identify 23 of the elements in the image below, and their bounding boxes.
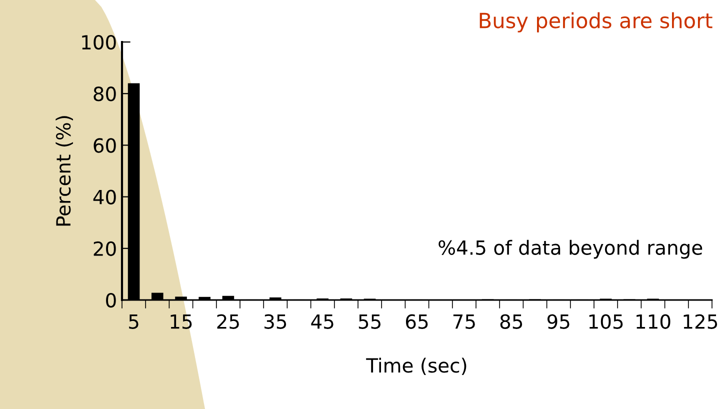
x-tick-label: 105 [589,314,623,329]
x-tick-label: 35 [264,314,286,329]
y-tick-label: 0 [106,292,116,308]
x-axis-title: Time (sec) [366,358,466,376]
x-tick-label: 125 [684,314,718,329]
y-tick-label: 40 [93,190,116,204]
x-tick-label: 95 [547,314,570,329]
x-tick-label: 85 [500,314,522,329]
x-tick-label: 15 [170,314,192,329]
y-tick-label: 60 [94,138,116,153]
x-tick-label: 110 [636,314,670,329]
y-tick-label: 80 [94,86,116,102]
y-tick-label: 100 [82,34,116,50]
y-axis-title: Percent (%) [56,116,73,226]
annotation: %4.5 of data beyond range [438,240,702,259]
x-tick-label: 65 [406,314,428,329]
x-tick-label: 55 [358,314,380,329]
chart-title: Busy periods are short [480,12,712,32]
x-tick-label: 25 [217,314,239,329]
y-tick-label: 20 [94,241,116,256]
x-tick-label: 75 [453,314,475,329]
x-tick-label: 45 [311,314,334,329]
x-tick-label: 5 [129,314,138,329]
